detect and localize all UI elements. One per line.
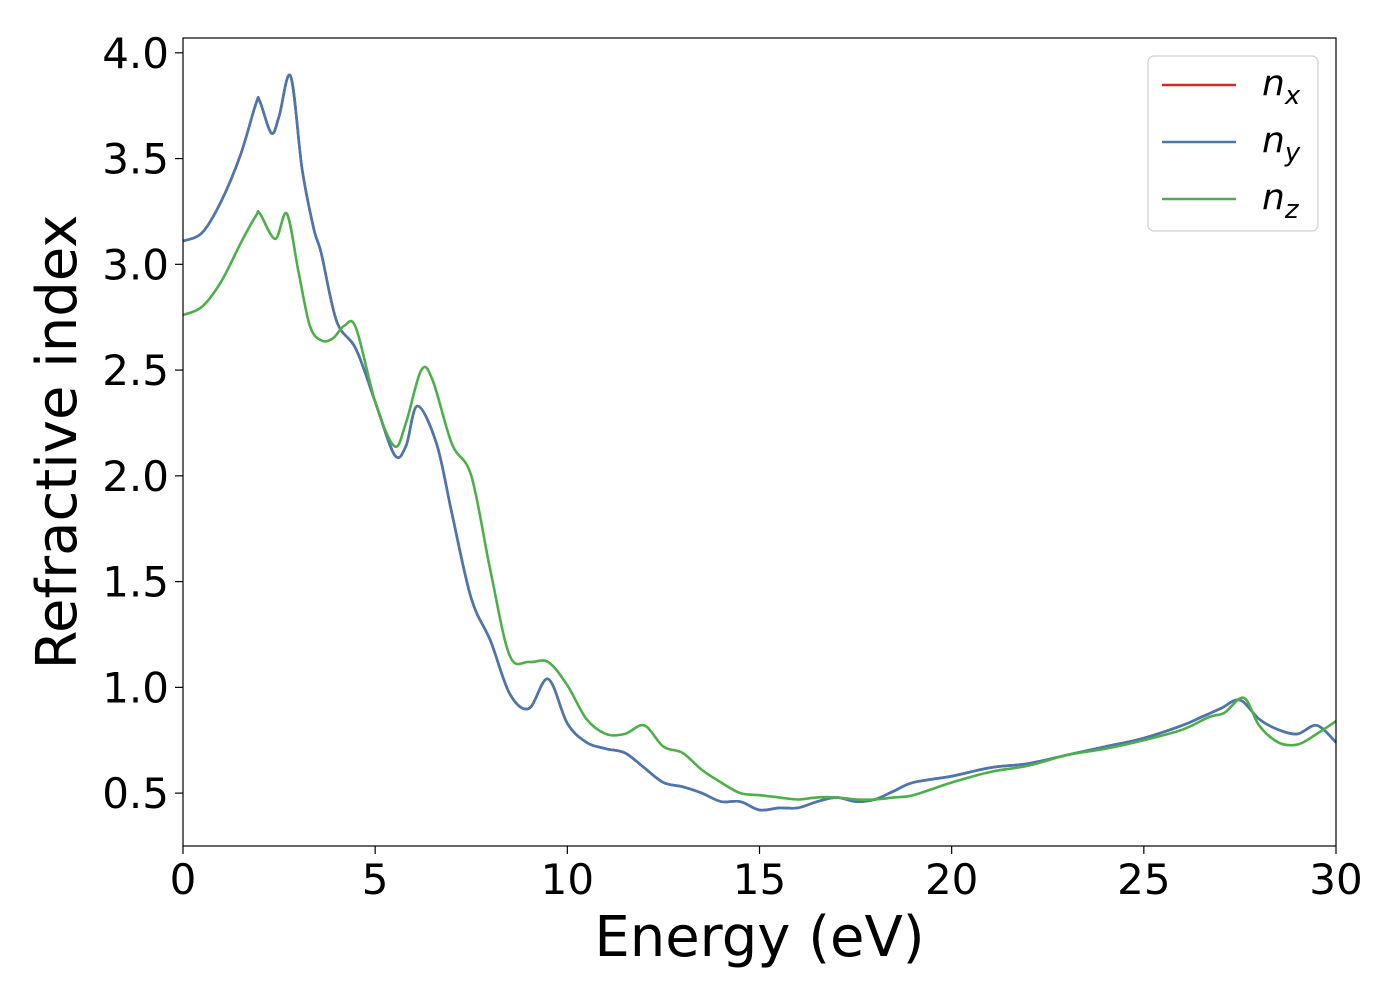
x-tick-label: 0: [170, 855, 197, 904]
x-tick-label: 30: [1309, 855, 1362, 904]
legend-entry-label: nz: [1262, 177, 1300, 225]
x-tick-label: 15: [733, 855, 786, 904]
y-tick-label: 0.5: [102, 769, 169, 818]
y-tick-label: 1.5: [102, 558, 169, 607]
x-tick-label: 20: [925, 855, 978, 904]
x-tick-label: 5: [362, 855, 389, 904]
y-tick-label: 4.0: [102, 29, 169, 78]
x-axis-label: Energy (eV): [594, 905, 924, 970]
series-line-n-y: [182, 73, 1337, 812]
legend-entry-subscript: x: [1284, 81, 1301, 111]
legend-entry-subscript: z: [1284, 195, 1300, 225]
legend-entry-base: n: [1262, 120, 1285, 161]
y-tick-label: 2.5: [102, 346, 169, 395]
legend-entry-subscript: y: [1284, 138, 1301, 168]
y-tick-label: 3.0: [102, 240, 169, 289]
y-tick-label: 3.5: [102, 135, 169, 184]
x-tick-label: 10: [541, 855, 594, 904]
x-axis-ticks: 0 5 10 15 20 25 30: [170, 846, 1363, 904]
legend-entry-base: n: [1262, 177, 1285, 218]
legend-entry-label: nx: [1262, 63, 1301, 111]
y-axis-label: Refractive index: [25, 215, 90, 670]
series-layer: [182, 73, 1337, 812]
x-tick-label: 25: [1117, 855, 1170, 904]
legend-entry-base: n: [1262, 63, 1285, 104]
y-tick-label: 2.0: [102, 452, 169, 501]
legend-entry-label: ny: [1262, 120, 1301, 168]
y-axis-ticks: 0.5 1.0 1.5 2.0 2.5 3.0 3.5 4.0: [102, 29, 183, 818]
series-line-n-z: [182, 209, 1337, 802]
y-tick-label: 1.0: [102, 663, 169, 712]
legend-box: [1147, 55, 1319, 232]
